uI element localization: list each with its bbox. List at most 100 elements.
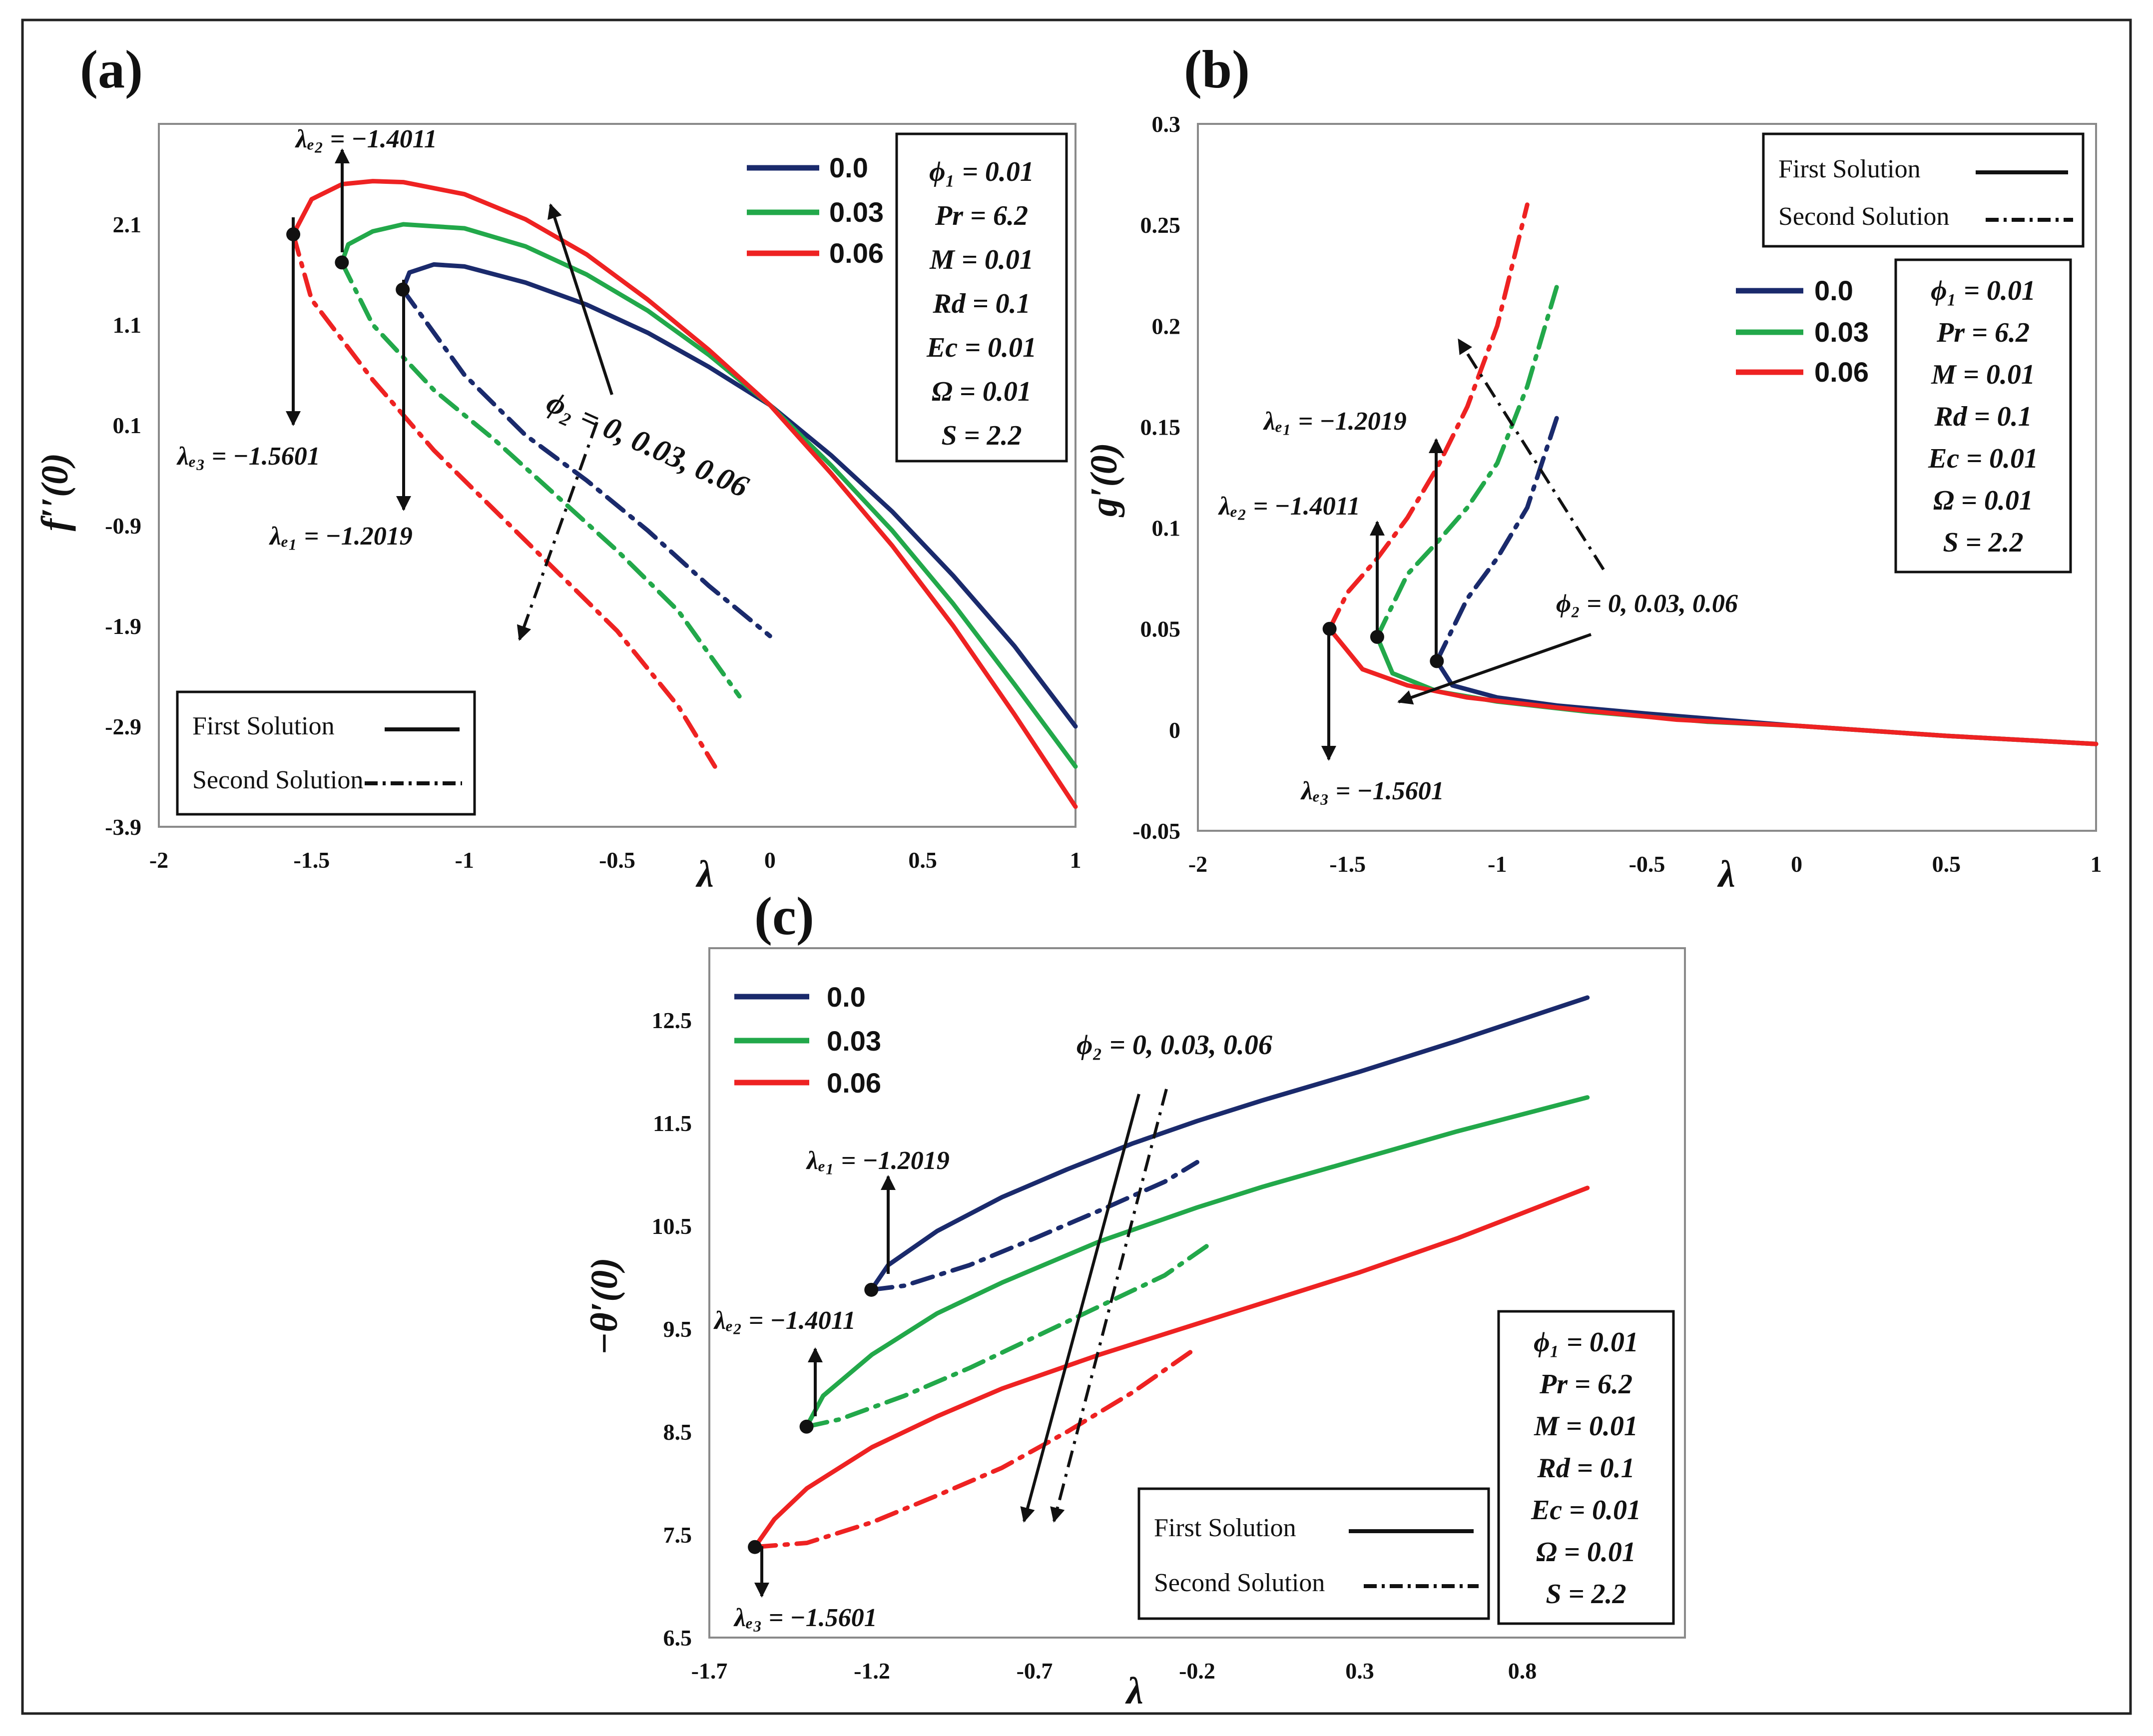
panel-b-curves <box>1327 202 2099 746</box>
legend-label-0: 0.0 <box>827 981 866 1013</box>
param-line: Rd = 0.1 <box>1537 1453 1634 1484</box>
param-line: Ec = 0.01 <box>1928 443 2038 474</box>
critical-point-006 <box>748 1540 762 1554</box>
y-tick-label: 6.5 <box>663 1625 692 1651</box>
panel-c-label: (c) <box>754 887 814 946</box>
param-line: Ω = 0.01 <box>1933 485 2033 516</box>
first-solution-curve-006 <box>752 1185 1590 1550</box>
y-tick-label: 0.1 <box>1152 516 1181 541</box>
second-solution-curve-00 <box>1434 414 1560 663</box>
x-tick-label: -1 <box>1488 851 1507 877</box>
y-tick-label: 11.5 <box>653 1111 692 1136</box>
panel-c-solution-frame <box>1137 1487 1490 1620</box>
x-tick-label: -2 <box>1188 851 1207 877</box>
panel-b-solution-legend: First Solution Second Solution <box>1762 132 2085 248</box>
x-tick-label: 0.5 <box>1932 851 1961 877</box>
second-solution-curve-003 <box>1375 283 1560 639</box>
panel-c-lc3-label: λₑ₃ = −1.5601 <box>733 1604 877 1632</box>
legend-label-003: 0.03 <box>1814 316 1869 348</box>
x-tick-label: -0.7 <box>1017 1658 1053 1684</box>
legend-label-003: 0.03 <box>827 1025 881 1057</box>
panel-c-phi2-arrow-second <box>1050 1089 1168 1523</box>
panel-b-second-solution-label: Second Solution <box>1778 202 1949 231</box>
param-line: Pr = 6.2 <box>935 200 1028 231</box>
param-line: ϕ₁ = 0.01 <box>1931 275 2036 306</box>
y-tick-label: 0.2 <box>1152 313 1181 339</box>
panel-c-y-label: −θ′(0) <box>583 1257 625 1355</box>
panel-b-phi2-arrow-first <box>1397 633 1592 705</box>
x-tick-label: -0.5 <box>1629 851 1665 877</box>
first-solution-curve-00 <box>869 995 1590 1292</box>
second-solution-curve-00 <box>400 287 772 638</box>
critical-point-00 <box>864 1282 879 1297</box>
panel-b-lc2-label: λₑ₂ = −1.4011 <box>1218 492 1360 521</box>
y-tick-label: 8.5 <box>663 1419 692 1445</box>
param-line: S = 2.2 <box>941 420 1022 451</box>
panel-a-phi2-arrow-first <box>547 203 613 395</box>
panel-a-second-solution-label: Second Solution <box>192 766 363 794</box>
panel-a-y-label: f′′(0) <box>34 453 76 532</box>
panel-a-params-frame <box>895 132 1068 463</box>
param-line: ϕ₁ = 0.01 <box>929 156 1034 187</box>
param-line: M = 0.01 <box>1931 359 2035 390</box>
x-tick-label: 0.8 <box>1508 1658 1537 1684</box>
x-tick-label: 0 <box>1791 851 1802 877</box>
panel-b: (b) 0.3 0.25 0.2 0.15 0.1 0.05 0 -0.05 -2 -1.5 -1… <box>1083 40 2102 895</box>
y-tick-label: -1.9 <box>105 613 141 639</box>
panel-c: (c) 12.5 11.5 10.5 9.5 8.5 7.5 6.5 -1.7 -1.2 -0.… <box>583 887 1686 1712</box>
panel-c-first-solution-label: First Solution <box>1154 1514 1296 1542</box>
y-tick-label: 0.3 <box>1152 111 1181 137</box>
x-tick-label: 0 <box>764 847 776 873</box>
panel-b-solution-frame <box>1762 132 2085 248</box>
panel-a-label: (a) <box>80 40 143 99</box>
panel-a-x-label: λ <box>695 853 714 895</box>
first-solution-curve-003 <box>339 222 1078 769</box>
y-tick-label: -2.9 <box>105 714 141 739</box>
panel-b-lc1-label: λₑ₁ = −1.2019 <box>1263 407 1407 436</box>
first-solution-curve-00 <box>400 262 1078 729</box>
x-tick-label: -1.5 <box>1329 851 1366 877</box>
y-tick-label: 1.1 <box>113 312 142 338</box>
y-tick-label: 0.05 <box>1140 616 1181 642</box>
y-tick-label: -3.9 <box>105 814 141 840</box>
y-tick-label: 12.5 <box>652 1008 692 1033</box>
panel-c-y-ticks: 12.5 11.5 10.5 9.5 8.5 7.5 6.5 <box>652 1008 692 1651</box>
panel-a-y-ticks: 2.1 1.1 0.1 -0.9 -1.9 -2.9 -3.9 <box>105 212 141 840</box>
param-line: Pr = 6.2 <box>1936 317 2030 348</box>
x-tick-label: -1.7 <box>691 1658 728 1684</box>
param-line: Ec = 0.01 <box>926 332 1037 363</box>
panel-b-params-frame <box>1894 258 2072 574</box>
x-tick-label: 1 <box>2091 851 2102 877</box>
panel-b-y-label: g′(0) <box>1083 443 1125 518</box>
y-tick-label: -0.9 <box>105 513 141 539</box>
x-tick-label: 1 <box>1070 847 1081 873</box>
param-line: Ω = 0.01 <box>932 376 1032 407</box>
second-solution-curve-006 <box>752 1345 1199 1550</box>
panel-b-first-solution-label: First Solution <box>1778 155 1921 183</box>
param-line: Ec = 0.01 <box>1531 1495 1641 1526</box>
param-line: Pr = 6.2 <box>1539 1369 1632 1400</box>
panel-a-lc1-label: λₑ₁ = −1.2019 <box>269 522 413 551</box>
panel-b-legend: 0.0 0.03 0.06 <box>1736 275 1869 388</box>
panel-c-second-solution-label: Second Solution <box>1154 1569 1325 1597</box>
second-solution-curve-006 <box>291 232 717 769</box>
x-tick-label: -1.2 <box>854 1658 890 1684</box>
panel-b-label: (b) <box>1184 40 1250 99</box>
first-solution-curve-006 <box>1327 626 2099 746</box>
panel-a-first-solution-label: First Solution <box>192 712 335 740</box>
panel-c-x-ticks: -1.7 -1.2 -0.7 -0.2 0.3 0.8 <box>691 1658 1537 1684</box>
panel-c-phi2-arrow-first <box>1020 1094 1140 1523</box>
y-tick-label: 0 <box>1169 717 1180 743</box>
second-solution-curve-003 <box>339 260 742 699</box>
param-line: M = 0.01 <box>1534 1411 1638 1442</box>
y-tick-label: -0.05 <box>1132 818 1180 844</box>
x-tick-label: -0.5 <box>599 847 635 873</box>
legend-label-006: 0.06 <box>1814 356 1869 388</box>
panel-c-critical-points <box>748 1282 879 1554</box>
critical-point-003 <box>799 1419 814 1434</box>
legend-label-003: 0.03 <box>829 196 884 228</box>
x-tick-label: 0.5 <box>908 847 937 873</box>
critical-point-003 <box>335 255 349 270</box>
panel-a-params-box: ϕ₁ = 0.01 Pr = 6.2 M = 0.01 Rd = 0.1 Ec = 0.… <box>895 132 1068 463</box>
